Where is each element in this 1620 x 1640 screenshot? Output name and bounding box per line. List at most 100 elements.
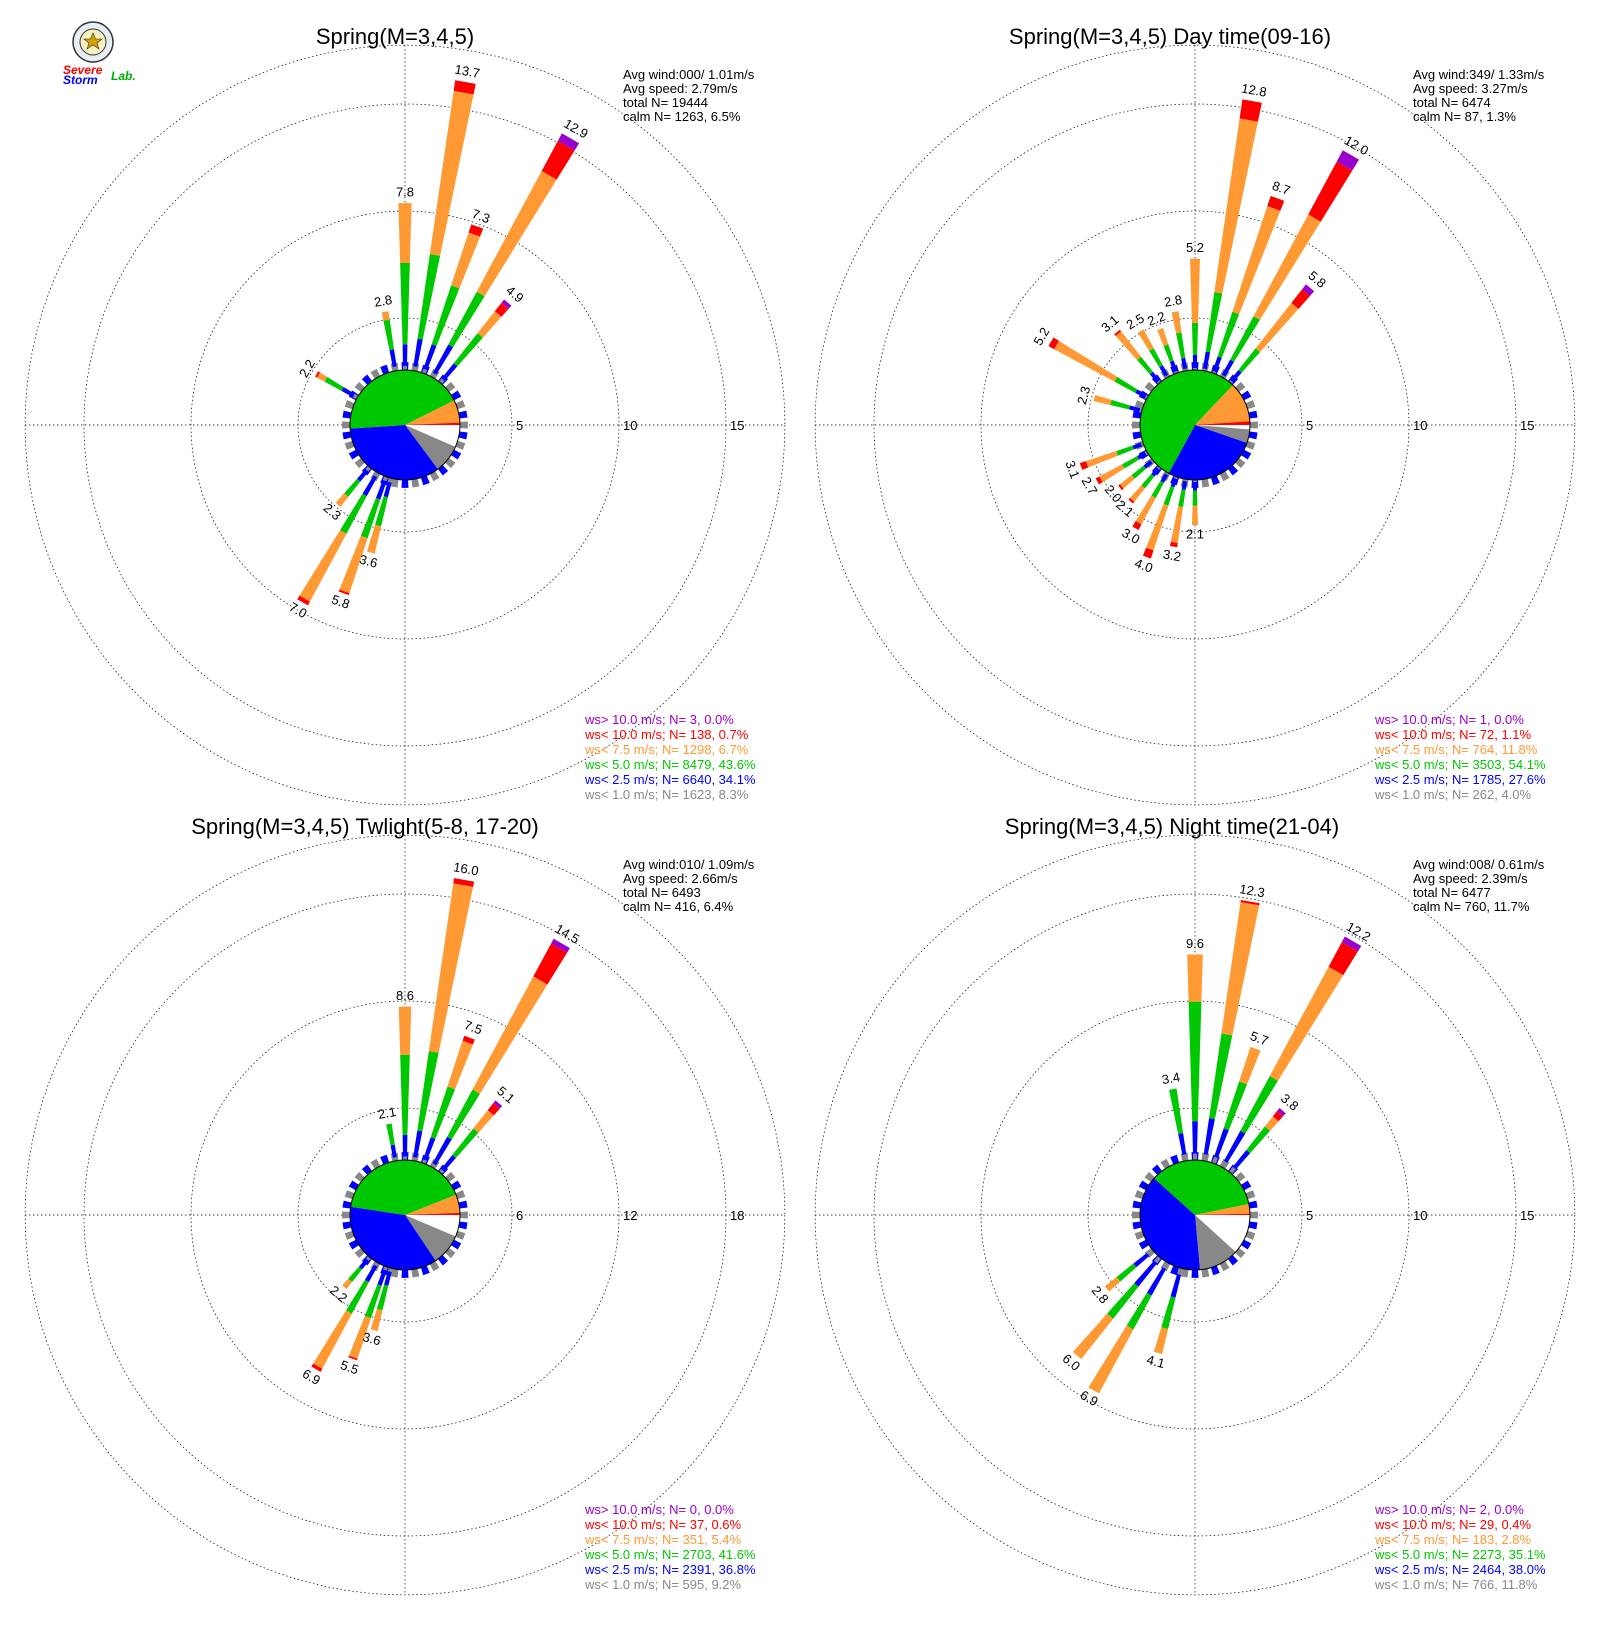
bar-0-seg-0 [403, 365, 407, 370]
bar-label-350: 2.1 [377, 1104, 397, 1122]
legend-entry-5: ws< 1.0 m/s; N= 262, 4.0% [1374, 787, 1532, 802]
bar-20-seg-1 [1214, 1128, 1229, 1158]
bar-label-190: 3.2 [1162, 546, 1182, 564]
bar-190-seg-3 [1170, 506, 1184, 544]
ring-label-3: 15 [1520, 1208, 1534, 1223]
bar-285-seg-3 [1093, 395, 1112, 405]
bar-40-seg-4 [1272, 1111, 1283, 1122]
legend-entry-2: ws< 7.5 m/s; N= 351, 5.4% [584, 1532, 742, 1547]
tick-250 [1134, 1230, 1145, 1240]
pie-slice-5 [1195, 421, 1250, 425]
bar-40-seg-5 [1276, 1107, 1286, 1117]
pie-slice-5 [405, 1212, 460, 1215]
logo: Severe Storm Lab. [63, 21, 136, 87]
tick-60 [451, 1180, 462, 1191]
bar-210-seg-0 [1164, 471, 1170, 476]
tick-280 [1132, 410, 1142, 419]
legend-entry-4: ws< 2.5 m/s; N= 1785, 27.6% [1374, 772, 1546, 787]
bar-30-seg-5 [551, 938, 570, 953]
bar-10-seg-4 [453, 80, 476, 95]
bar-20-seg-0 [1211, 1156, 1218, 1165]
bar-220-seg-0 [365, 1255, 372, 1262]
bar-40-seg-2 [1246, 1126, 1271, 1154]
panel-title: Spring(M=3,4,5) [316, 24, 474, 49]
bar-30-seg-1 [1221, 359, 1235, 377]
pie-slice-2 [1139, 1178, 1201, 1270]
bar-30-seg-5 [1336, 150, 1360, 171]
bar-10-seg-4 [1240, 899, 1260, 906]
ring-label-2: 12 [623, 1208, 637, 1223]
bar-label-350: 2.8 [1163, 292, 1183, 310]
tick-90 [1249, 1211, 1258, 1219]
legend-entry-3: ws< 5.0 m/s; N= 2703, 41.6% [584, 1547, 756, 1562]
tick-280 [342, 410, 352, 419]
tick-150 [1219, 471, 1230, 482]
bar-40-seg-3 [473, 1110, 494, 1133]
pie-slice-4 [1195, 1203, 1250, 1215]
bar-30-seg-4 [1308, 161, 1353, 222]
bar-350-seg-0 [1182, 1154, 1188, 1162]
tick-140 [1227, 1255, 1239, 1266]
bar-30-seg-4 [1328, 942, 1358, 976]
bar-210-seg-3 [1135, 495, 1156, 525]
bar-30-seg-3 [472, 976, 548, 1094]
pie-slice-5 [1195, 1213, 1250, 1215]
bar-label-200: 4.0 [1133, 555, 1155, 575]
bar-195-seg-3 [366, 524, 382, 554]
tick-130 [1235, 1247, 1246, 1259]
ring-label-1: 5 [1306, 418, 1313, 433]
bar-40-seg-3 [1264, 1116, 1279, 1131]
bar-210-seg-2 [1126, 1292, 1152, 1330]
bar-label-285: 2.3 [1074, 384, 1093, 405]
legend-entry-5: ws< 1.0 m/s; N= 1623, 8.3% [584, 787, 749, 802]
pie-outline [349, 369, 461, 481]
bar-10-seg-3 [1214, 118, 1258, 294]
bar-350-seg-2 [1169, 1088, 1184, 1134]
pie-slice-0 [405, 425, 460, 447]
bar-220-seg-0 [1153, 1255, 1162, 1264]
bar-195-seg-1 [1170, 1273, 1182, 1298]
tick-340 [380, 364, 390, 375]
bar-210-seg-4 [297, 595, 310, 606]
bar-230-seg-2 [1116, 1263, 1137, 1282]
legend-entry-3: ws< 5.0 m/s; N= 3503, 54.1% [1374, 757, 1546, 772]
tick-160 [1210, 1265, 1220, 1276]
bar-195-seg-0 [387, 477, 393, 483]
ring-label-2: 10 [1413, 418, 1427, 433]
bar-label-10: 16.0 [452, 859, 480, 878]
tick-260 [1132, 431, 1142, 440]
bar-label-10: 12.8 [1240, 81, 1268, 100]
bar-210-seg-0 [1162, 1261, 1170, 1270]
bar-40-seg-0 [1228, 1166, 1237, 1175]
tick-190 [390, 1268, 399, 1278]
bar-0-seg-2 [1188, 1001, 1202, 1122]
bar-300-seg-3 [316, 372, 328, 382]
bar-230-seg-0 [1146, 1248, 1155, 1257]
legend-entry-1: ws< 10.0 m/s; N= 138, 0.7% [584, 727, 749, 742]
tick-50 [445, 1171, 456, 1183]
bar-320-seg-1 [1149, 371, 1160, 383]
tick-80 [1248, 410, 1258, 419]
bar-200-seg-1 [375, 480, 387, 500]
tick-250 [344, 1230, 355, 1240]
bar-label-10: 12.3 [1238, 881, 1266, 900]
pie-slice-3 [1140, 370, 1233, 474]
tick-130 [445, 1247, 456, 1259]
bar-30-seg-3 [476, 171, 557, 297]
legend-entry-4: ws< 2.5 m/s; N= 2391, 36.8% [584, 1562, 756, 1577]
wind-rose-panel-3: 6 12 188.616.07.514.55.12.16.9 5.53.62.2Spr… [24, 814, 786, 1596]
bar-30-seg-0 [1220, 1160, 1228, 1169]
bar-40-seg-5 [501, 299, 512, 309]
bar-30-seg-2 [447, 1089, 480, 1140]
bar-350-seg-0 [392, 1156, 398, 1162]
bar-40-seg-1 [1230, 370, 1242, 383]
bar-30-seg-2 [1240, 1076, 1278, 1134]
bar-10-seg-0 [412, 366, 418, 372]
ring-label-2: 10 [1413, 1208, 1427, 1223]
bar-210-seg-1 [362, 475, 378, 497]
bar-230-seg-3 [1104, 1276, 1121, 1292]
tick-310 [354, 381, 365, 393]
ring-label-3: 18 [730, 1208, 744, 1223]
tick-160 [420, 1265, 430, 1276]
tick-290 [1134, 1190, 1145, 1200]
